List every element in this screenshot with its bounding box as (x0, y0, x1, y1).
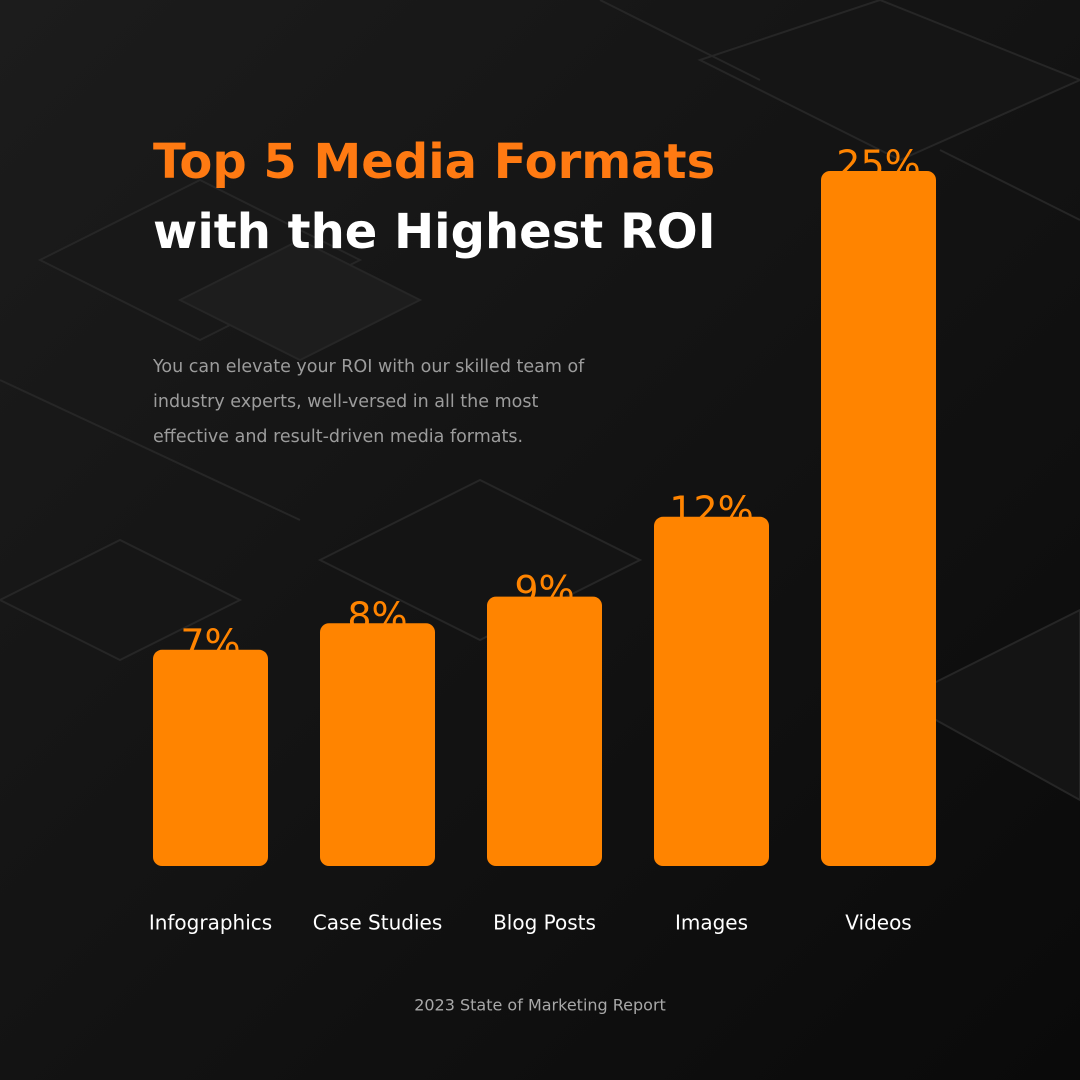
bar (654, 516, 769, 866)
x-tick-label: Infographics (149, 911, 272, 935)
description: You can elevate your ROI with our skille… (153, 357, 585, 447)
chart-title: Top 5 Media Formats (153, 134, 715, 190)
value-label: 9% (514, 568, 574, 612)
x-tick-label: Images (675, 911, 748, 935)
x-tick-label: Videos (845, 911, 911, 935)
value-label: 7% (180, 621, 240, 665)
value-label: 8% (347, 595, 407, 639)
value-label: 12% (669, 488, 753, 532)
footer: 2023 State of Marketing Report (414, 996, 666, 1015)
background-pattern (0, 0, 1080, 802)
value-label: 25% (836, 143, 920, 187)
bar (153, 649, 268, 866)
bar (821, 171, 936, 866)
x-tick-label: Case Studies (313, 911, 443, 935)
chart-subtitle: with the Highest ROI (153, 204, 716, 260)
bar (320, 623, 435, 866)
x-tick-label: Blog Posts (493, 911, 596, 935)
bar (487, 596, 602, 866)
